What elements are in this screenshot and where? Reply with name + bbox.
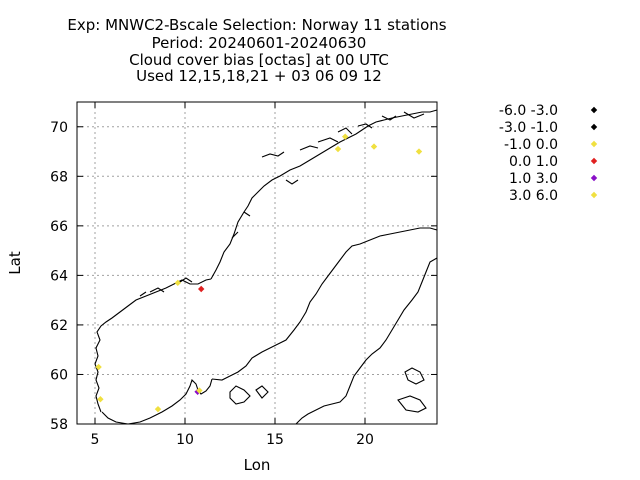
legend-label: -3.0 -1.0 [499, 120, 558, 136]
y-tick-label: 60 [50, 367, 68, 383]
title-line-2: Period: 20240601-20240630 [152, 34, 367, 52]
y-tick-label: 70 [50, 120, 68, 136]
y-tick-label: 62 [50, 318, 68, 334]
title-line-4: Used 12,15,18,21 + 03 06 09 12 [136, 67, 382, 85]
legend: -6.0 -3.0-3.0 -1.0-1.0 0.00.0 1.01.0 3.0… [499, 103, 598, 204]
title-line-3: Cloud cover bias [octas] at 00 UTC [129, 51, 389, 69]
station-marker [370, 143, 378, 150]
x-axis-label: Lon [244, 456, 271, 474]
legend-label: 0.0 1.0 [509, 154, 558, 170]
grid [77, 102, 437, 424]
station-marker [415, 148, 423, 155]
x-tick-label: 15 [266, 432, 284, 448]
x-axis-ticks: 5 10 15 20 [91, 102, 374, 448]
legend-marker [590, 191, 598, 199]
legend-marker [590, 106, 598, 114]
station-markers [95, 133, 423, 413]
station-marker [342, 133, 349, 140]
station-marker [198, 285, 205, 293]
legend-label: 3.0 6.0 [509, 188, 558, 204]
station-marker [196, 387, 203, 394]
y-tick-label: 68 [50, 169, 68, 185]
legend-marker [590, 174, 598, 182]
x-tick-label: 10 [176, 432, 194, 448]
y-tick-label: 66 [50, 219, 68, 235]
station-marker [334, 145, 342, 153]
legend-label: 1.0 3.0 [509, 171, 558, 187]
legend-marker [590, 140, 598, 148]
y-tick-label: 64 [50, 268, 68, 284]
station-marker [154, 405, 162, 413]
y-axis-ticks: 58 60 62 64 66 68 70 [50, 120, 437, 433]
title-line-1: Exp: MNWC2-Bscale Selection: Norway 11 s… [67, 16, 446, 34]
station-marker [174, 279, 181, 287]
coastline-map [94, 109, 438, 425]
station-marker [95, 363, 102, 371]
station-marker [97, 396, 104, 403]
chart-title: Exp: MNWC2-Bscale Selection: Norway 11 s… [67, 16, 446, 85]
y-axis-label: Lat [6, 251, 24, 275]
legend-label: -1.0 0.0 [504, 137, 558, 153]
legend-label: -6.0 -3.0 [499, 103, 558, 119]
legend-marker [590, 157, 598, 165]
y-tick-label: 58 [50, 417, 68, 433]
x-tick-label: 5 [91, 432, 100, 448]
x-tick-label: 20 [356, 432, 374, 448]
legend-marker [590, 123, 598, 131]
plot-frame [76, 101, 438, 425]
